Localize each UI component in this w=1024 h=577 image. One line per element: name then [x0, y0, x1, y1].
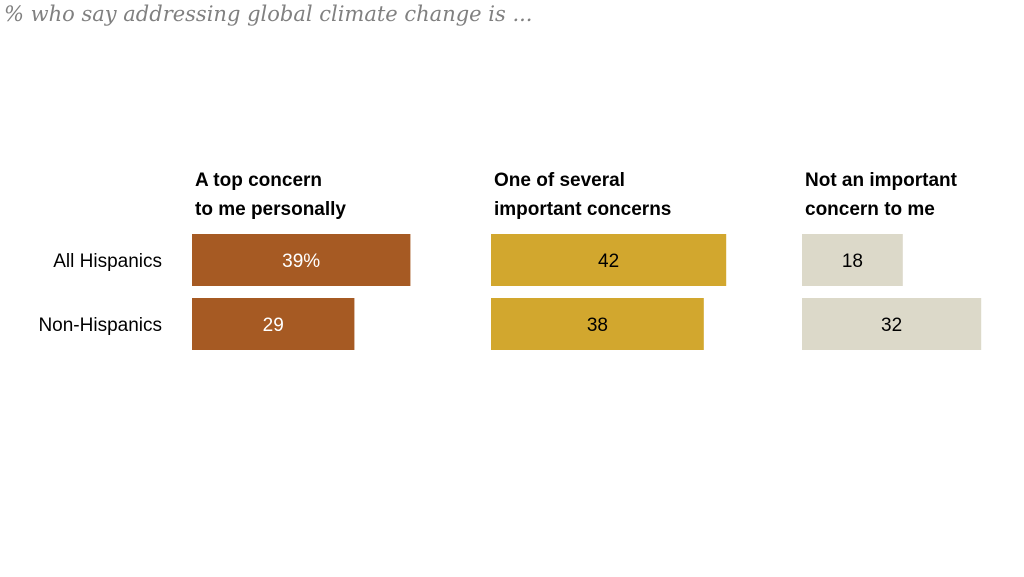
bar: [491, 234, 727, 286]
chart-subtitle: % who say addressing global climate chan…: [4, 2, 533, 26]
data-label: 42: [598, 251, 619, 272]
row-label: All Hispanics: [53, 251, 162, 272]
column-header: concern to me: [805, 199, 935, 220]
bar: [802, 234, 903, 286]
data-label: 18: [842, 251, 863, 272]
data-label: 38: [587, 315, 608, 336]
bar: [192, 234, 411, 286]
column-header: One of several: [494, 170, 625, 191]
row-label: Non-Hispanics: [38, 315, 162, 336]
column-header: A top concern: [195, 170, 322, 191]
bar: [491, 298, 704, 350]
column-header: to me personally: [195, 199, 346, 220]
data-label: 39%: [282, 251, 320, 272]
bar: [192, 298, 355, 350]
data-label: 29: [263, 315, 284, 336]
bar: [802, 298, 982, 350]
data-label: 32: [881, 315, 902, 336]
column-header: Not an important: [805, 170, 958, 191]
column-header: important concerns: [494, 199, 671, 220]
